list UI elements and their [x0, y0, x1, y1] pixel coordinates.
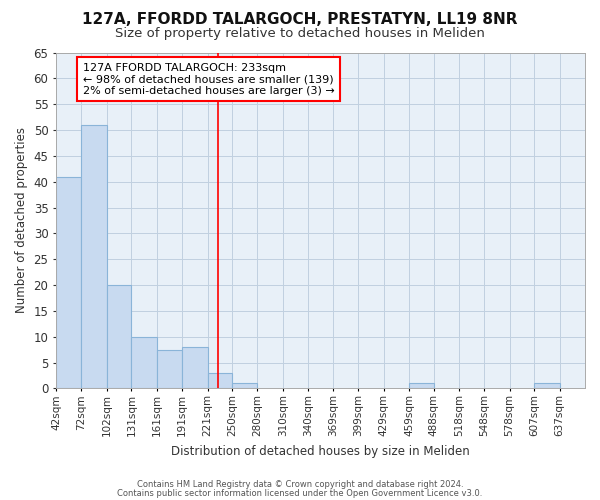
- Bar: [82, 125, 107, 388]
- Bar: [208, 373, 232, 388]
- Text: Contains public sector information licensed under the Open Government Licence v3: Contains public sector information licen…: [118, 488, 482, 498]
- Text: Contains HM Land Registry data © Crown copyright and database right 2024.: Contains HM Land Registry data © Crown c…: [137, 480, 463, 489]
- Bar: [182, 347, 208, 389]
- Y-axis label: Number of detached properties: Number of detached properties: [15, 128, 28, 314]
- Text: Size of property relative to detached houses in Meliden: Size of property relative to detached ho…: [115, 28, 485, 40]
- X-axis label: Distribution of detached houses by size in Meliden: Distribution of detached houses by size …: [171, 444, 470, 458]
- Bar: [534, 384, 560, 388]
- Text: 127A, FFORDD TALARGOCH, PRESTATYN, LL19 8NR: 127A, FFORDD TALARGOCH, PRESTATYN, LL19 …: [82, 12, 518, 28]
- Bar: [232, 384, 257, 388]
- Bar: [107, 285, 131, 389]
- Bar: [409, 384, 434, 388]
- Bar: [131, 337, 157, 388]
- Bar: [56, 176, 82, 388]
- Text: 127A FFORDD TALARGOCH: 233sqm
← 98% of detached houses are smaller (139)
2% of s: 127A FFORDD TALARGOCH: 233sqm ← 98% of d…: [83, 62, 334, 96]
- Bar: [157, 350, 182, 389]
